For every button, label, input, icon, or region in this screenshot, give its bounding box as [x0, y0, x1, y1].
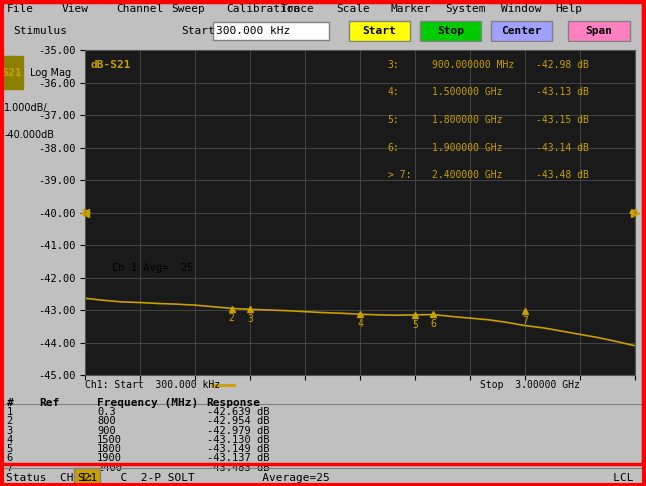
Text: 3: 3 — [6, 426, 13, 435]
Text: -43.137 dB: -43.137 dB — [207, 453, 269, 463]
Text: Calibration: Calibration — [226, 4, 300, 14]
Text: Status  CH 1:: Status CH 1: — [6, 473, 94, 483]
FancyBboxPatch shape — [349, 21, 410, 41]
Text: S21: S21 — [77, 473, 98, 483]
Text: 5: 5 — [412, 320, 418, 330]
Text: Marker: Marker — [391, 4, 432, 14]
Text: File: File — [6, 4, 34, 14]
Text: -43.48 dB: -43.48 dB — [536, 170, 589, 180]
FancyBboxPatch shape — [213, 22, 329, 40]
FancyBboxPatch shape — [74, 468, 100, 485]
Text: 2: 2 — [6, 417, 13, 426]
Text: -43.149 dB: -43.149 dB — [207, 444, 269, 454]
Text: Ch1: Start  300.000 kHz: Ch1: Start 300.000 kHz — [85, 380, 220, 390]
Text: 2: 2 — [229, 313, 234, 323]
Text: Frequency (MHz): Frequency (MHz) — [97, 398, 198, 408]
Text: Center: Center — [501, 26, 542, 36]
Text: Help: Help — [556, 4, 583, 14]
Text: Window: Window — [501, 4, 541, 14]
Text: -40.000dB: -40.000dB — [5, 129, 54, 139]
FancyBboxPatch shape — [420, 21, 481, 41]
FancyBboxPatch shape — [568, 21, 630, 41]
Text: -43.14 dB: -43.14 dB — [536, 142, 589, 153]
Text: 7: 7 — [6, 463, 13, 472]
Text: Channel: Channel — [116, 4, 163, 14]
Text: -42.639 dB: -42.639 dB — [207, 407, 269, 417]
Text: Start: Start — [362, 26, 397, 36]
Text: -43.483 dB: -43.483 dB — [207, 463, 269, 472]
Text: 900: 900 — [97, 426, 116, 435]
Text: Ref: Ref — [39, 398, 59, 408]
Text: 1.900000 GHz: 1.900000 GHz — [432, 142, 502, 153]
Text: 1.500000 GHz: 1.500000 GHz — [432, 87, 502, 97]
Text: Sweep: Sweep — [171, 4, 205, 14]
Text: 6:: 6: — [388, 142, 399, 153]
Text: System: System — [446, 4, 486, 14]
Text: 0.3: 0.3 — [97, 407, 116, 417]
Text: Stop: Stop — [437, 26, 464, 36]
Text: 4:: 4: — [388, 87, 399, 97]
Text: View: View — [61, 4, 89, 14]
Text: S21: S21 — [1, 68, 22, 78]
FancyBboxPatch shape — [491, 21, 552, 41]
Text: Ch 1 Avg=  25: Ch 1 Avg= 25 — [112, 263, 194, 273]
Text: #: # — [6, 398, 13, 408]
Text: 2.400000 GHz: 2.400000 GHz — [432, 170, 502, 180]
Text: Response: Response — [207, 398, 261, 408]
Text: -42.98 dB: -42.98 dB — [536, 60, 589, 70]
Text: 7: 7 — [522, 316, 528, 326]
Text: Span: Span — [586, 26, 612, 36]
Text: 4: 4 — [357, 319, 363, 329]
Text: Trace: Trace — [281, 4, 315, 14]
Text: -43.13 dB: -43.13 dB — [536, 87, 589, 97]
Text: 6: 6 — [6, 453, 13, 463]
Text: > 7:: > 7: — [388, 170, 411, 180]
Text: Stop  3.00000 GHz: Stop 3.00000 GHz — [480, 380, 580, 390]
Text: 300.000 kHz: 300.000 kHz — [216, 26, 291, 36]
Text: 1: 1 — [6, 407, 13, 417]
FancyBboxPatch shape — [2, 56, 23, 89]
Text: -43.130 dB: -43.130 dB — [207, 435, 269, 445]
Text: dB-S21: dB-S21 — [90, 60, 131, 70]
Text: Scale: Scale — [336, 4, 370, 14]
Text: 6: 6 — [430, 319, 436, 330]
Text: -42.979 dB: -42.979 dB — [207, 426, 269, 435]
Text: 2400: 2400 — [97, 463, 122, 472]
Text: 1900: 1900 — [97, 453, 122, 463]
Text: 4: 4 — [6, 435, 13, 445]
Text: -43.15 dB: -43.15 dB — [536, 115, 589, 125]
Text: 1500: 1500 — [97, 435, 122, 445]
Text: Start: Start — [181, 26, 214, 36]
Text: 5: 5 — [6, 444, 13, 454]
Text: 5:: 5: — [388, 115, 399, 125]
Text: 3:: 3: — [388, 60, 399, 70]
Text: 1.000dB/: 1.000dB/ — [5, 104, 48, 114]
Text: 800: 800 — [97, 417, 116, 426]
Text: C  2-P SOLT          Average=25                                          LCL: C 2-P SOLT Average=25 LCL — [107, 473, 633, 483]
Text: 3: 3 — [247, 314, 253, 324]
Text: 1800: 1800 — [97, 444, 122, 454]
Text: Log Mag: Log Mag — [30, 68, 71, 78]
Text: 1.800000 GHz: 1.800000 GHz — [432, 115, 502, 125]
Text: 900.000000 MHz: 900.000000 MHz — [432, 60, 514, 70]
Text: Stimulus: Stimulus — [13, 26, 67, 36]
Text: -42.954 dB: -42.954 dB — [207, 417, 269, 426]
